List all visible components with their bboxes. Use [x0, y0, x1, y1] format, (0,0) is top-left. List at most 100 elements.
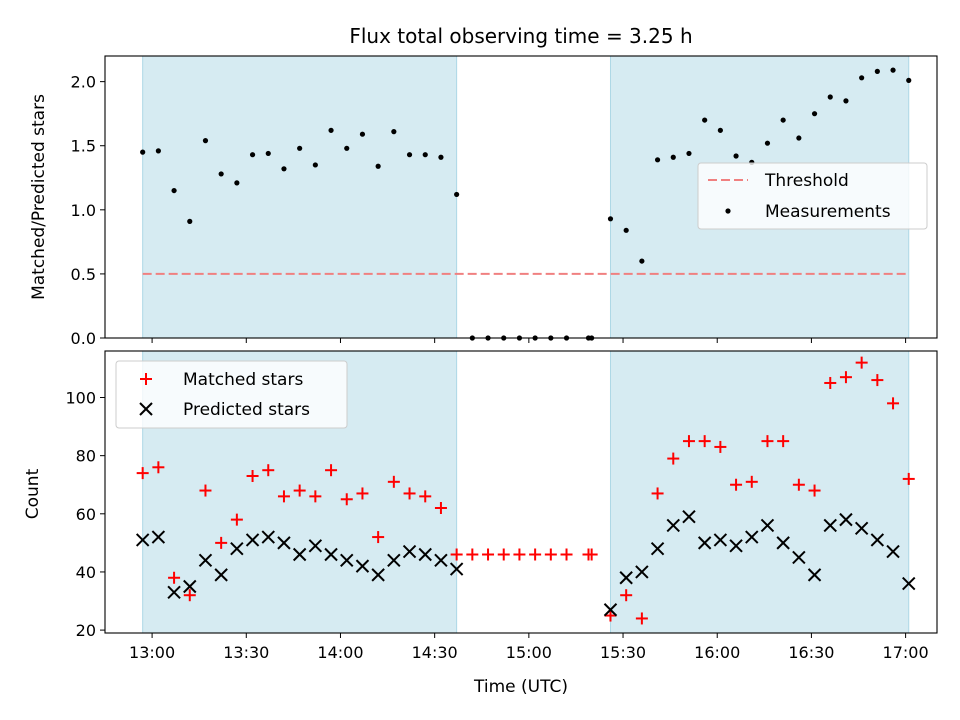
matched-star-marker — [651, 487, 664, 500]
matched-star-marker — [482, 548, 495, 561]
legend-predicted-label: Predicted stars — [183, 400, 310, 420]
matched-star-marker — [215, 536, 228, 549]
marker-stroke — [277, 536, 291, 550]
measurement-point — [827, 94, 833, 100]
measurement-point — [171, 187, 177, 194]
bottom-y-axis-label: Count — [23, 468, 43, 519]
x-tick-label: 14:30 — [412, 643, 458, 662]
bottom-legend-box — [115, 360, 348, 429]
measurement-point — [859, 75, 865, 81]
marker-stroke — [402, 544, 417, 559]
matched-star-marker — [309, 490, 322, 503]
bottom-y-tick-label: 60 — [76, 505, 96, 524]
predicted-star-marker — [760, 518, 775, 533]
chart-title: Flux total observing time = 3.25 h — [349, 24, 692, 48]
marker-stroke — [745, 530, 759, 544]
top-shaded-intervals — [142, 55, 910, 339]
matched-star-marker — [356, 487, 369, 500]
bottom-shade-1 — [609, 350, 910, 634]
predicted-star-marker — [183, 579, 197, 594]
matched-star-marker — [824, 376, 837, 389]
measurement-point — [874, 68, 880, 74]
predicted-star-marker — [308, 539, 323, 553]
matched-star-marker — [152, 461, 165, 474]
marker-stroke — [697, 536, 712, 550]
marker-stroke — [886, 544, 900, 559]
marker-stroke — [902, 576, 916, 591]
measurement-point — [890, 67, 896, 73]
matched-star-marker — [714, 440, 727, 453]
marker-stroke — [650, 541, 665, 556]
top-x-tickmarks — [151, 338, 907, 343]
marker-stroke — [245, 533, 260, 547]
predicted-star-marker — [245, 533, 260, 547]
predicted-star-marker — [635, 565, 649, 579]
matched-star-marker — [560, 548, 573, 561]
measurement-point — [607, 216, 614, 222]
matched-star-marker — [585, 548, 598, 561]
marker-stroke — [324, 547, 338, 562]
measurement-point — [265, 150, 271, 157]
matched-star-marker — [902, 472, 915, 485]
matched-star-marker — [434, 501, 447, 514]
measurement-point — [187, 218, 193, 224]
matched-star-marker — [667, 452, 680, 465]
matched-star-marker — [745, 475, 758, 488]
measurement-point — [249, 152, 256, 158]
predicted-star-marker — [682, 510, 696, 524]
top-y-axis: 0.0 0.5 1.0 1.5 2.0 — [71, 73, 105, 348]
predicted-star-marker — [340, 553, 354, 568]
matched-star-marker — [544, 548, 557, 561]
marker-stroke — [230, 541, 244, 556]
measurement-point — [780, 117, 786, 123]
predicted-star-marker — [167, 585, 181, 600]
predicted-star-marker — [886, 544, 900, 559]
marker-stroke — [870, 533, 885, 547]
predicted-star-marker — [151, 530, 166, 544]
bottom-y-tick-label: 20 — [76, 621, 96, 640]
marker-stroke — [387, 553, 401, 568]
top-y-tick-label: 1.5 — [71, 137, 96, 156]
measurement-point — [155, 148, 161, 154]
measurement-point — [422, 152, 428, 158]
bottom-plot-frame — [104, 350, 938, 634]
bottom-legend: Matched stars Predicted stars — [115, 360, 348, 429]
marker-stroke — [713, 533, 728, 547]
matched-star-marker — [136, 467, 149, 480]
legend-predicted-swatch — [139, 402, 153, 416]
matched-star-marker — [466, 548, 479, 561]
x-tick-label: 17:00 — [883, 643, 929, 662]
top-plot-frame — [104, 55, 938, 339]
matched-star-marker — [183, 589, 196, 602]
predicted-star-marker — [713, 533, 728, 547]
predicted-star-marker — [807, 568, 822, 582]
marker-stroke — [449, 562, 464, 576]
bottom-y-axis: 20 40 60 80 100 — [65, 389, 105, 640]
top-y-tick-label: 0.0 — [71, 329, 96, 348]
predicted-star-marker — [823, 518, 837, 533]
top-shade-0 — [142, 55, 458, 339]
measurement-point — [639, 258, 645, 264]
matched-star-marker — [839, 371, 852, 384]
predicted-star-marker — [418, 547, 432, 562]
measurement-point — [234, 180, 240, 186]
marker-stroke — [760, 518, 775, 533]
matched-star-marker — [340, 493, 353, 506]
predicted-star-marker — [387, 553, 401, 568]
marker-stroke — [151, 530, 166, 544]
matched-star-marker — [419, 490, 432, 503]
marker-stroke — [418, 547, 432, 562]
predicted-star-marker — [402, 544, 417, 559]
measurement-point — [654, 157, 661, 163]
top-y-axis-label: Matched/Predicted stars — [29, 94, 49, 300]
predicted-star-marker — [666, 518, 680, 533]
matched-star-marker — [387, 475, 400, 488]
x-tick-label: 15:30 — [600, 643, 646, 662]
predicted-star-marker — [449, 562, 464, 576]
measurement-point — [359, 131, 366, 137]
legend-measurements-swatch — [725, 208, 731, 214]
marker-stroke — [183, 579, 197, 594]
top-panel: 0.0 0.5 1.0 1.5 2.0 Flux total observing tim… — [29, 24, 938, 348]
matched-star-marker — [620, 589, 633, 602]
